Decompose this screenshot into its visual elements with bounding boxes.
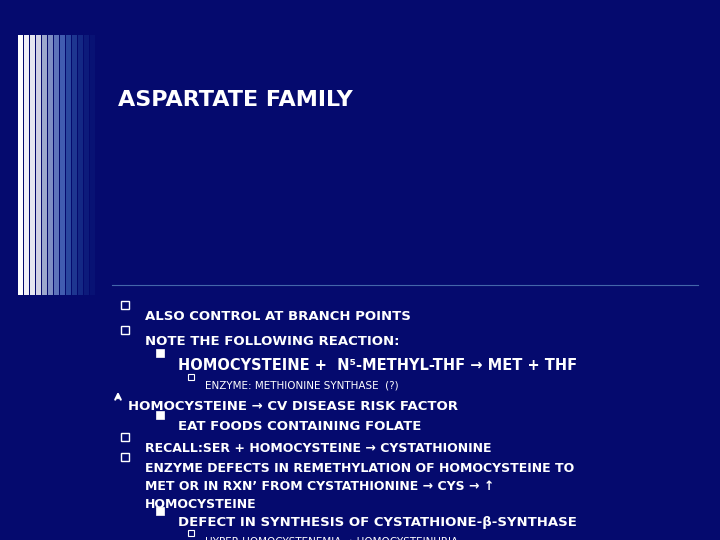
- Text: ALSO CONTROL AT BRANCH POINTS: ALSO CONTROL AT BRANCH POINTS: [145, 310, 411, 323]
- Bar: [72, 35, 77, 295]
- Text: HYPER HOMOCYSTENEMIA → HOMOCYSTEINURIA: HYPER HOMOCYSTENEMIA → HOMOCYSTEINURIA: [205, 537, 458, 540]
- Bar: [188, 374, 194, 380]
- Bar: [121, 326, 129, 334]
- Text: HOMOCYSTEINE +  N⁵-METHYL-THF → MET + THF: HOMOCYSTEINE + N⁵-METHYL-THF → MET + THF: [178, 358, 577, 373]
- Bar: [121, 453, 129, 461]
- Text: EAT FOODS CONTAINING FOLATE: EAT FOODS CONTAINING FOLATE: [178, 420, 421, 433]
- Bar: [84, 35, 89, 295]
- Bar: [121, 301, 129, 309]
- Bar: [60, 35, 65, 295]
- Bar: [30, 35, 35, 295]
- Bar: [90, 35, 95, 295]
- Bar: [54, 35, 59, 295]
- Bar: [66, 35, 71, 295]
- Bar: [24, 35, 29, 295]
- Text: ASPARTATE FAMILY: ASPARTATE FAMILY: [118, 90, 353, 110]
- Bar: [156, 411, 164, 419]
- Bar: [18, 35, 23, 295]
- Text: RECALL:SER + HOMOCYSTEINE → CYSTATHIONINE: RECALL:SER + HOMOCYSTEINE → CYSTATHIONIN…: [145, 442, 492, 455]
- Text: HOMOCYSTEINE: HOMOCYSTEINE: [145, 498, 256, 511]
- Bar: [48, 35, 53, 295]
- Bar: [188, 530, 194, 536]
- Text: MET OR IN RXN’ FROM CYSTATHIONINE → CYS → ↑: MET OR IN RXN’ FROM CYSTATHIONINE → CYS …: [145, 480, 495, 493]
- Bar: [156, 349, 164, 357]
- Bar: [156, 507, 164, 515]
- Text: DEFECT IN SYNTHESIS OF CYSTATHIONE-β-SYNTHASE: DEFECT IN SYNTHESIS OF CYSTATHIONE-β-SYN…: [178, 516, 577, 529]
- Text: ENZYME DEFECTS IN REMETHYLATION OF HOMOCYSTEINE TO: ENZYME DEFECTS IN REMETHYLATION OF HOMOC…: [145, 462, 575, 475]
- Text: HOMOCYSTEINE → CV DISEASE RISK FACTOR: HOMOCYSTEINE → CV DISEASE RISK FACTOR: [128, 400, 458, 413]
- Bar: [121, 433, 129, 441]
- Bar: [42, 35, 47, 295]
- Bar: [36, 35, 41, 295]
- Text: ENZYME: METHIONINE SYNTHASE  (?): ENZYME: METHIONINE SYNTHASE (?): [205, 381, 399, 391]
- Bar: [78, 35, 83, 295]
- Text: NOTE THE FOLLOWING REACTION:: NOTE THE FOLLOWING REACTION:: [145, 335, 400, 348]
